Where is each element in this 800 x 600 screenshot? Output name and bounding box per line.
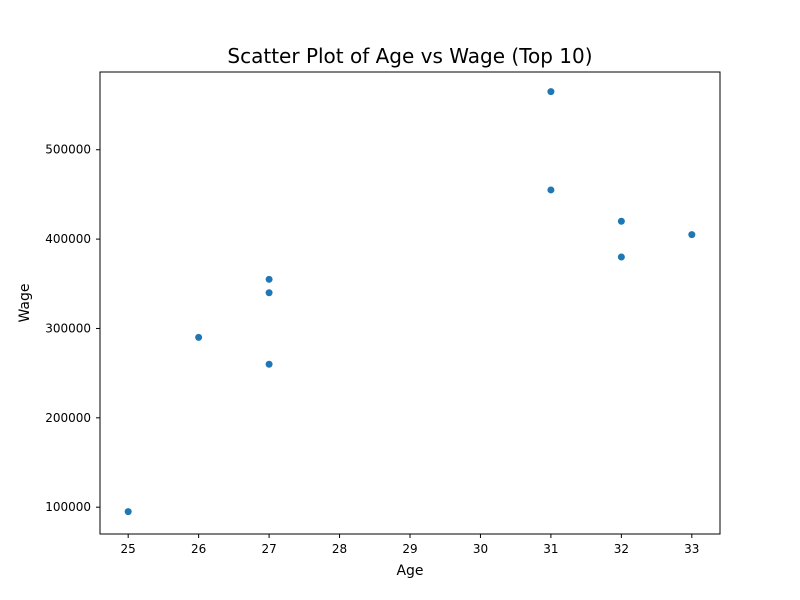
x-tick-label: 27 [261, 542, 276, 556]
x-axis-ticks: 25 26 27 28 29 30 31 32 33 [121, 534, 699, 556]
x-tick-label: 31 [543, 542, 558, 556]
data-point [617, 217, 625, 225]
data-point [195, 333, 203, 341]
data-point [617, 253, 625, 261]
y-axis-label: Wage [17, 283, 33, 322]
y-tick-label: 200000 [45, 411, 91, 425]
x-tick-label: 29 [402, 542, 417, 556]
data-point [265, 275, 273, 283]
y-tick-label: 500000 [45, 143, 91, 157]
x-tick-label: 25 [121, 542, 136, 556]
y-tick-label: 100000 [45, 500, 91, 514]
data-point [265, 360, 273, 368]
y-tick-label: 400000 [45, 232, 91, 246]
x-tick-label: 32 [614, 542, 629, 556]
x-tick-label: 26 [191, 542, 206, 556]
data-point [265, 289, 273, 297]
data-point [547, 186, 555, 194]
x-axis-label: Age [396, 563, 423, 579]
y-axis-ticks: 100000 200000 300000 400000 500000 [45, 143, 100, 514]
y-tick-label: 300000 [45, 321, 91, 335]
plot-area [99, 71, 721, 535]
data-point [688, 231, 696, 239]
x-tick-label: 30 [473, 542, 488, 556]
data-points [124, 88, 696, 516]
x-tick-label: 28 [332, 542, 347, 556]
chart-title: Scatter Plot of Age vs Wage (Top 10) [227, 44, 592, 68]
data-point [124, 508, 132, 516]
data-point [547, 88, 555, 96]
x-tick-label: 33 [684, 542, 699, 556]
